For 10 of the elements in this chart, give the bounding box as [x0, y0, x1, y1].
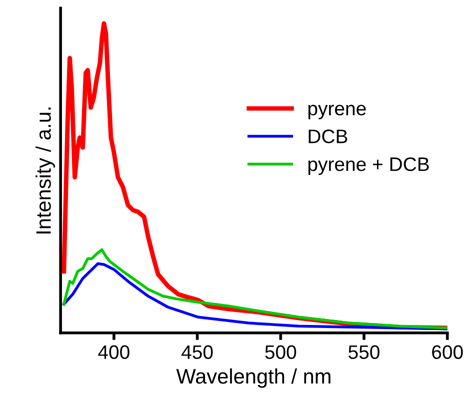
legend-label: DCB [308, 129, 348, 144]
x-tick-label: 500 [265, 345, 296, 360]
x-tick-label: 550 [348, 345, 380, 360]
legend-label: pyrene + DCB [308, 157, 429, 175]
legend-label: pyrene [308, 104, 366, 120]
x-tick-label: 600 [432, 345, 463, 360]
x-tick-label: 450 [182, 345, 213, 360]
y-axis-title: Intensity / a.u. [36, 108, 56, 234]
x-axis-title: Wavelength / nm [176, 368, 330, 388]
x-tick-label: 400 [98, 345, 130, 360]
